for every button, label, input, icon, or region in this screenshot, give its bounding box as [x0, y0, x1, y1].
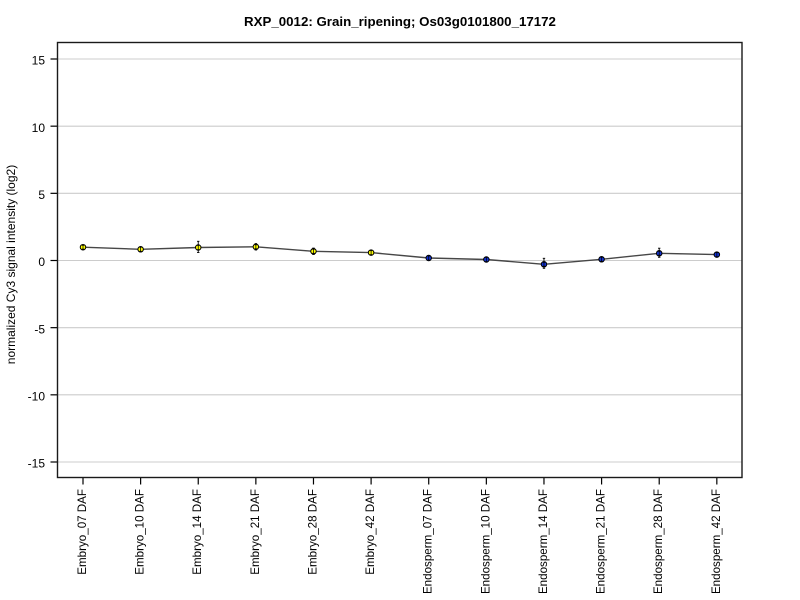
- svg-text:Embryo_07 DAF: Embryo_07 DAF: [76, 489, 89, 575]
- svg-text:Endosperm_28 DAF: Endosperm_28 DAF: [652, 489, 665, 594]
- svg-text:0: 0: [38, 255, 45, 269]
- svg-text:Endosperm_21 DAF: Endosperm_21 DAF: [595, 489, 608, 594]
- svg-text:Embryo_10 DAF: Embryo_10 DAF: [134, 489, 147, 575]
- svg-text:Endosperm_07 DAF: Endosperm_07 DAF: [422, 489, 435, 594]
- svg-text:Endosperm_42 DAF: Endosperm_42 DAF: [710, 489, 723, 594]
- svg-text:Embryo_21 DAF: Embryo_21 DAF: [249, 489, 262, 575]
- svg-text:RXP_0012: Grain_ripening; Os03: RXP_0012: Grain_ripening; Os03g0101800_1…: [244, 14, 556, 29]
- svg-text:15: 15: [32, 54, 46, 68]
- svg-text:normalized Cy3 signal intensit: normalized Cy3 signal intensity (log2): [4, 165, 18, 364]
- svg-text:Embryo_14 DAF: Embryo_14 DAF: [191, 489, 204, 575]
- svg-text:Embryo_28 DAF: Embryo_28 DAF: [306, 489, 319, 575]
- svg-text:Embryo_42 DAF: Embryo_42 DAF: [364, 489, 377, 575]
- svg-text:-5: -5: [34, 322, 45, 336]
- svg-text:10: 10: [32, 121, 46, 135]
- svg-text:5: 5: [38, 188, 45, 202]
- svg-text:Endosperm_14 DAF: Endosperm_14 DAF: [537, 489, 550, 594]
- svg-text:-10: -10: [28, 390, 46, 404]
- svg-text:-15: -15: [28, 457, 46, 471]
- svg-text:Endosperm_10 DAF: Endosperm_10 DAF: [479, 489, 492, 594]
